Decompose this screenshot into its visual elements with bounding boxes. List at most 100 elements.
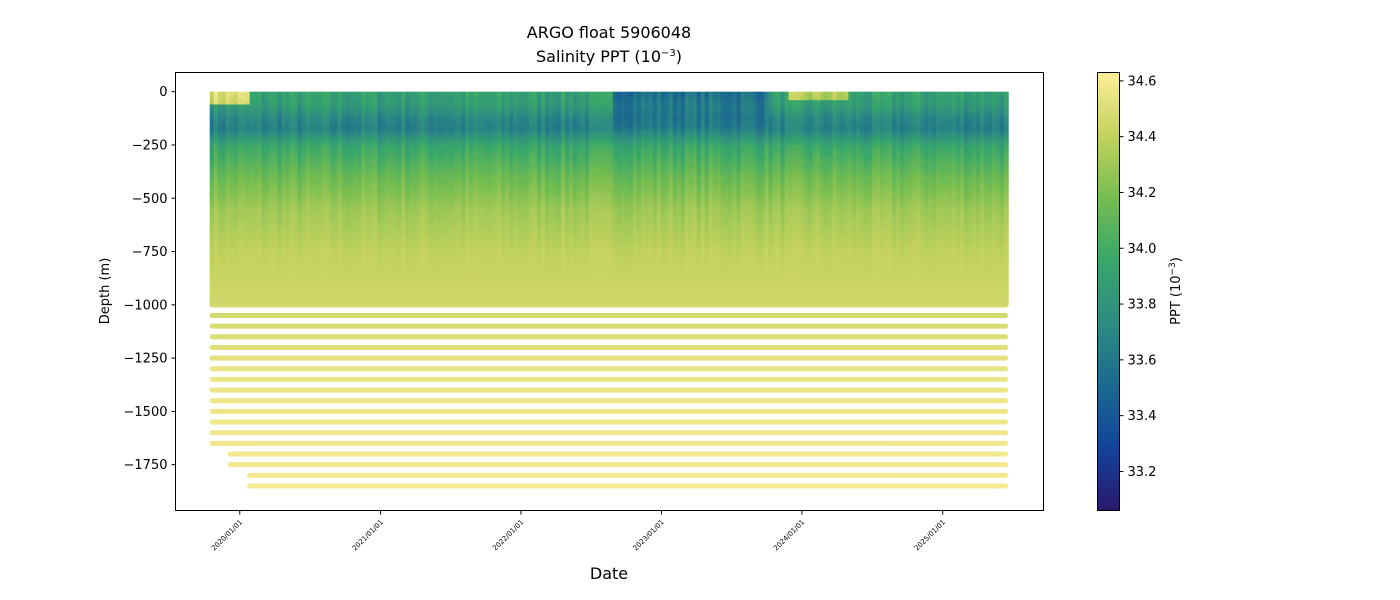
data-point — [293, 110, 299, 114]
data-point — [229, 95, 235, 99]
data-point — [245, 115, 251, 118]
data-point — [217, 270, 223, 274]
data-point — [229, 168, 235, 172]
data-point — [293, 253, 299, 257]
data-point — [289, 119, 295, 123]
data-point — [241, 119, 247, 123]
data-point — [229, 257, 235, 261]
data-point — [277, 236, 283, 240]
data-point — [237, 245, 243, 248]
data-point — [293, 294, 299, 297]
data-point — [281, 191, 287, 195]
data-point — [233, 147, 239, 150]
data-point — [281, 142, 287, 146]
data-point — [261, 285, 267, 289]
data-point — [253, 196, 259, 199]
data-point — [249, 183, 255, 187]
data-point — [269, 283, 275, 287]
data-point — [277, 204, 283, 208]
data-point — [265, 168, 271, 172]
data-point — [237, 113, 243, 116]
data-point — [265, 251, 271, 255]
data-point — [229, 176, 235, 180]
data-point — [257, 240, 263, 244]
data-point — [233, 108, 239, 112]
data-point — [241, 104, 247, 108]
data-point — [233, 106, 239, 110]
data-point — [257, 130, 263, 133]
data-point — [209, 213, 215, 216]
data-point — [277, 217, 283, 221]
data-point — [237, 91, 243, 95]
data-point — [221, 183, 227, 187]
data-point — [277, 123, 283, 127]
data-point — [221, 100, 227, 103]
data-point — [277, 187, 283, 191]
data-point — [253, 136, 259, 140]
data-point — [265, 198, 271, 201]
data-point — [253, 95, 259, 99]
data-point — [277, 296, 283, 300]
data-point — [277, 240, 283, 244]
data-point — [225, 93, 231, 97]
data-point — [217, 183, 223, 187]
data-point — [269, 144, 275, 148]
data-point — [269, 200, 275, 204]
data-point — [233, 104, 239, 108]
data-point — [277, 106, 283, 110]
data-point — [217, 102, 223, 106]
data-point — [221, 106, 227, 110]
data-point — [273, 294, 279, 297]
data-point — [285, 232, 291, 236]
data-point — [277, 272, 283, 276]
data-point — [209, 294, 215, 297]
data-point — [225, 130, 231, 133]
data-point — [273, 168, 279, 172]
data-point — [269, 221, 275, 225]
data-point — [245, 132, 251, 135]
data-point — [265, 283, 271, 287]
data-point — [245, 142, 251, 146]
data-point — [209, 168, 215, 172]
data-point — [245, 191, 251, 195]
data-point — [261, 151, 267, 155]
data-point — [241, 232, 247, 236]
data-point — [269, 294, 275, 297]
data-point — [233, 221, 239, 225]
data-point — [269, 287, 275, 291]
data-point — [241, 157, 247, 161]
data-point — [229, 157, 235, 161]
data-point — [209, 240, 215, 244]
data-point — [281, 144, 287, 148]
data-point — [253, 185, 259, 189]
data-point — [261, 136, 267, 140]
data-point — [293, 113, 299, 116]
data-point — [245, 251, 251, 255]
data-point — [209, 189, 215, 193]
data-point — [269, 272, 275, 276]
data-point — [225, 272, 231, 276]
data-point — [293, 151, 299, 155]
data-point — [217, 134, 223, 138]
data-point — [245, 155, 251, 159]
data-point — [225, 115, 231, 118]
data-point — [217, 153, 223, 157]
data-point — [213, 159, 219, 163]
data-point — [237, 147, 243, 150]
data-point — [285, 247, 291, 250]
data-point — [289, 292, 295, 295]
data-point — [265, 106, 271, 110]
data-point — [245, 287, 251, 291]
data-point — [273, 130, 279, 133]
data-point — [241, 243, 247, 246]
data-point — [221, 215, 227, 219]
data-point — [241, 134, 247, 138]
data-point — [257, 274, 263, 278]
data-point — [281, 100, 287, 103]
data-point — [213, 153, 219, 157]
data-point — [241, 234, 247, 238]
data-point — [245, 119, 251, 123]
data-point — [225, 249, 231, 253]
data-point — [281, 300, 287, 304]
data-point — [233, 245, 239, 248]
